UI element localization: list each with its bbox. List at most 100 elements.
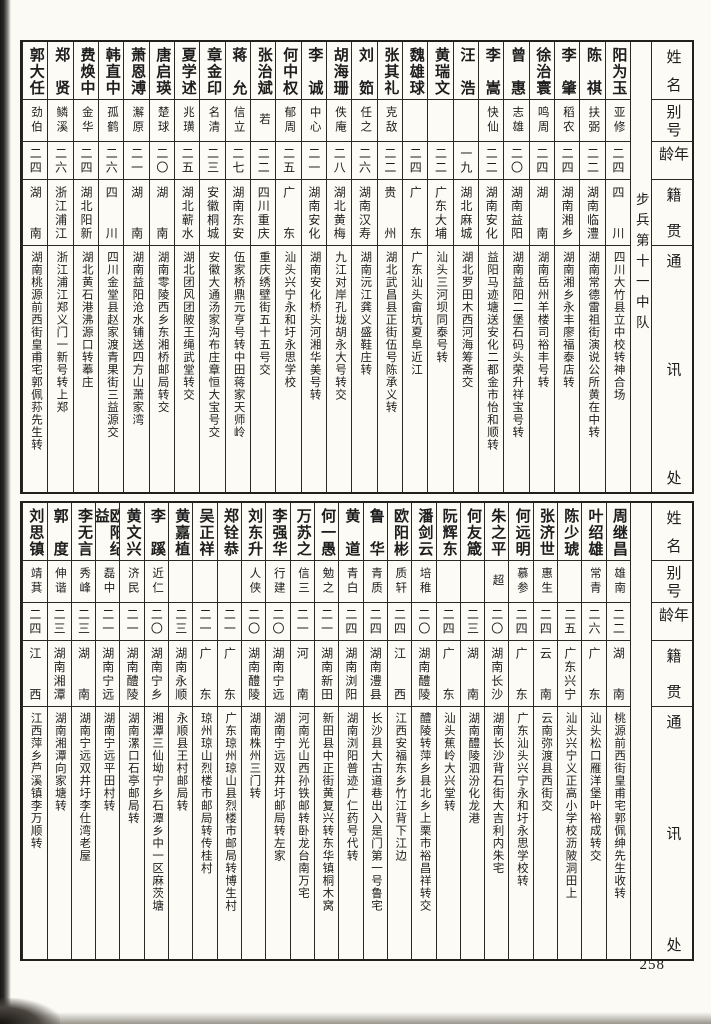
person-native: 广东 bbox=[514, 647, 529, 700]
person-native-cell: 湖南安化 bbox=[301, 180, 327, 246]
person-address-cell: 湖北武昌县正街伍号陈承义转 bbox=[378, 246, 402, 492]
person-address-cell: 醴陵转萍乡县北乡上栗市裕昌祥转交 bbox=[412, 707, 435, 959]
person-native-cell: 广东 bbox=[217, 641, 241, 707]
person-age-cell: 二二 bbox=[606, 603, 630, 641]
person-age-cell: 二四 bbox=[436, 603, 460, 641]
person-column: 何中权 郁周 二五 广东 汕头兴宁永和圩永思学校 bbox=[275, 42, 301, 492]
person-alias-cell: 青白 bbox=[339, 561, 363, 603]
person-age: 二〇 bbox=[154, 146, 169, 175]
person-age: 二七 bbox=[230, 146, 245, 175]
person-address-cell: 湖南浏阳普迹广仁药号代转 bbox=[339, 707, 362, 959]
person-name-cell: 费焕中 bbox=[73, 42, 99, 100]
roster-table-bottom: 姓名 别号 年龄 籍贯 通讯处 周继昌 雄南 二二 湖南 桃源前西街皇甫宅郭佩绅… bbox=[20, 501, 694, 961]
person-age: 二一 bbox=[198, 607, 213, 636]
person-alias-cell: 鸣周 bbox=[529, 100, 555, 142]
person-address: 益阳马迹塘送安化二都金市怡和顺转 bbox=[485, 251, 498, 451]
person-name-cell: 胡海珊 bbox=[327, 42, 352, 100]
person-native: 贵州 bbox=[382, 186, 397, 239]
person-name-cell: 叶绍雄 bbox=[582, 503, 606, 561]
person-name-cell: 鲁华 bbox=[363, 503, 387, 561]
person-name: 阳为玉 bbox=[610, 46, 627, 95]
person-column: 欧阳纪益 磊中 二一 湖南宁远 湖南宁远平田村转 bbox=[95, 503, 120, 959]
person-native: 湖南长沙 bbox=[489, 647, 504, 700]
person-column: 李嵩 快仙 二二 湖南安化 益阳马迹塘送安化二都金市怡和顺转 bbox=[478, 42, 504, 492]
person-address: 广东汕头畲坑夏阜近江 bbox=[409, 251, 422, 376]
person-age-cell: 二一 bbox=[120, 603, 144, 641]
person-name-cell: 刘东升 bbox=[242, 503, 266, 561]
person-alias-cell bbox=[436, 561, 460, 603]
person-age-cell: 一九 bbox=[453, 142, 479, 180]
person-name-cell: 朱之平 bbox=[485, 503, 509, 561]
scanned-page: 姓名 别号 年龄 籍贯 通讯处 步兵第十一中队 阳为玉 亚修 二四 四川 四川大… bbox=[20, 40, 694, 961]
person-native: 广东 bbox=[441, 647, 456, 700]
person-address: 汕头兴宁永和圩永思学校 bbox=[283, 251, 296, 389]
person-alias-cell: 勉之 bbox=[314, 561, 339, 603]
person-alias: 秀峰 bbox=[78, 567, 91, 596]
person-column: 陈少琥 二五 广东兴宁 汕头兴宁义正高小学校沥陂洞田上 bbox=[557, 503, 582, 959]
person-columns-bottom: 周继昌 雄南 二二 湖南 桃源前西街皇甫宅郭佩绅先生收转 叶绍雄 常青 二六 广… bbox=[22, 503, 630, 959]
person-age: 二四 bbox=[538, 607, 553, 636]
person-address-cell: 九江对岸孔垅胡永大号转交 bbox=[327, 246, 351, 492]
person-address-cell: 广东琼州琼山县烈楼市邮局转博生村 bbox=[218, 707, 241, 959]
scan-shadow-bottom-edge bbox=[0, 1012, 711, 1024]
person-address: 汕头蕉岭大兴堂转 bbox=[442, 712, 455, 812]
person-native: 四川 bbox=[104, 186, 119, 239]
person-alias-cell bbox=[403, 100, 428, 142]
person-native-cell: 湖北麻城 bbox=[453, 180, 479, 246]
person-name-cell: 蒋允 bbox=[225, 42, 251, 100]
person-age-cell: 二一 bbox=[314, 603, 339, 641]
person-native: 江西 bbox=[27, 647, 42, 700]
person-column: 汪浩 一九 湖北麻城 湖北罗田木西河海筹斋交 bbox=[452, 42, 479, 492]
person-address-cell: 安徽大通汤家沟布庄章恒大宝号交 bbox=[200, 246, 224, 492]
person-name-cell: 李蹊 bbox=[144, 503, 169, 561]
person-name-cell: 刘筎 bbox=[352, 42, 377, 100]
person-native: 湖南安化 bbox=[306, 186, 321, 239]
person-native: 湖南永顺 bbox=[173, 647, 188, 700]
person-native-cell: 湖南湘乡 bbox=[555, 180, 580, 246]
person-native-cell: 广东兴宁 bbox=[558, 641, 582, 707]
person-age-cell: 二一 bbox=[217, 603, 241, 641]
person-alias: 雄南 bbox=[613, 567, 626, 596]
person-age-cell: 二〇 bbox=[504, 142, 529, 180]
person-alias-cell bbox=[428, 100, 453, 142]
row-header-alias-text: 别号 bbox=[664, 104, 681, 137]
person-address: 云南弥渡县西街交 bbox=[540, 712, 553, 812]
person-age: 二〇 bbox=[246, 607, 261, 636]
person-alias: 近仁 bbox=[151, 567, 164, 596]
person-address: 湖南安化桥头河湘华美号转 bbox=[308, 251, 321, 401]
person-native: 湖南澧县 bbox=[368, 647, 383, 700]
person-address: 广东汕头兴宁永和圩永思学校转 bbox=[515, 712, 528, 887]
person-age: 二四 bbox=[392, 607, 407, 636]
person-name: 何一愚 bbox=[319, 507, 336, 556]
person-address-cell: 四川大竹县立中校转神合场 bbox=[606, 246, 630, 492]
person-alias-cell bbox=[217, 561, 241, 603]
person-address-cell: 桃源前西街皇甫宅郭佩绅先生收转 bbox=[607, 707, 630, 959]
row-header-address: 通讯处 bbox=[652, 246, 692, 492]
person-address-cell: 汕头松口雁洋堡叶裕成转交 bbox=[582, 707, 605, 959]
person-name-cell: 欧阳彬 bbox=[387, 503, 412, 561]
person-alias-cell: 劲伯 bbox=[23, 100, 48, 142]
person-name: 李嵩 bbox=[483, 46, 500, 95]
person-name: 黄文兴 bbox=[124, 507, 141, 556]
person-native: 湖南益阳 bbox=[509, 186, 524, 239]
person-native: 湖南汉寿 bbox=[357, 186, 372, 239]
person-name: 潘剑云 bbox=[416, 507, 433, 556]
person-alias: 济民 bbox=[126, 567, 139, 596]
person-column: 李诚 中心 二一 湖南安化 湖南安化桥头河湘华美号转 bbox=[300, 42, 327, 492]
unit-title: 步兵第十一中队 bbox=[633, 192, 649, 336]
person-alias-cell: 任之 bbox=[352, 100, 377, 142]
person-address: 湖北团风团陂王绳武堂转交 bbox=[182, 251, 194, 401]
person-name: 欧阳彬 bbox=[392, 507, 409, 556]
person-alias-cell: 慕参 bbox=[509, 561, 533, 603]
person-address-cell: 湘潭三仙坳宁乡石潭乡中一区麻茨塘 bbox=[145, 707, 168, 959]
person-age-cell: 二四 bbox=[363, 603, 387, 641]
person-alias: 信立 bbox=[232, 106, 245, 135]
person-age: 二四 bbox=[27, 607, 42, 636]
person-native: 湖南浏阳 bbox=[343, 647, 358, 700]
person-address-cell: 汕头三河坝同泰号转 bbox=[428, 246, 452, 492]
person-age: 二二 bbox=[382, 146, 397, 175]
person-age: 二一 bbox=[222, 607, 237, 636]
person-age-cell: 二〇 bbox=[144, 603, 169, 641]
person-address: 伍家桥鼎元亨号转中田蒋家天师岭 bbox=[232, 251, 245, 439]
person-name: 李蹊 bbox=[148, 507, 165, 556]
